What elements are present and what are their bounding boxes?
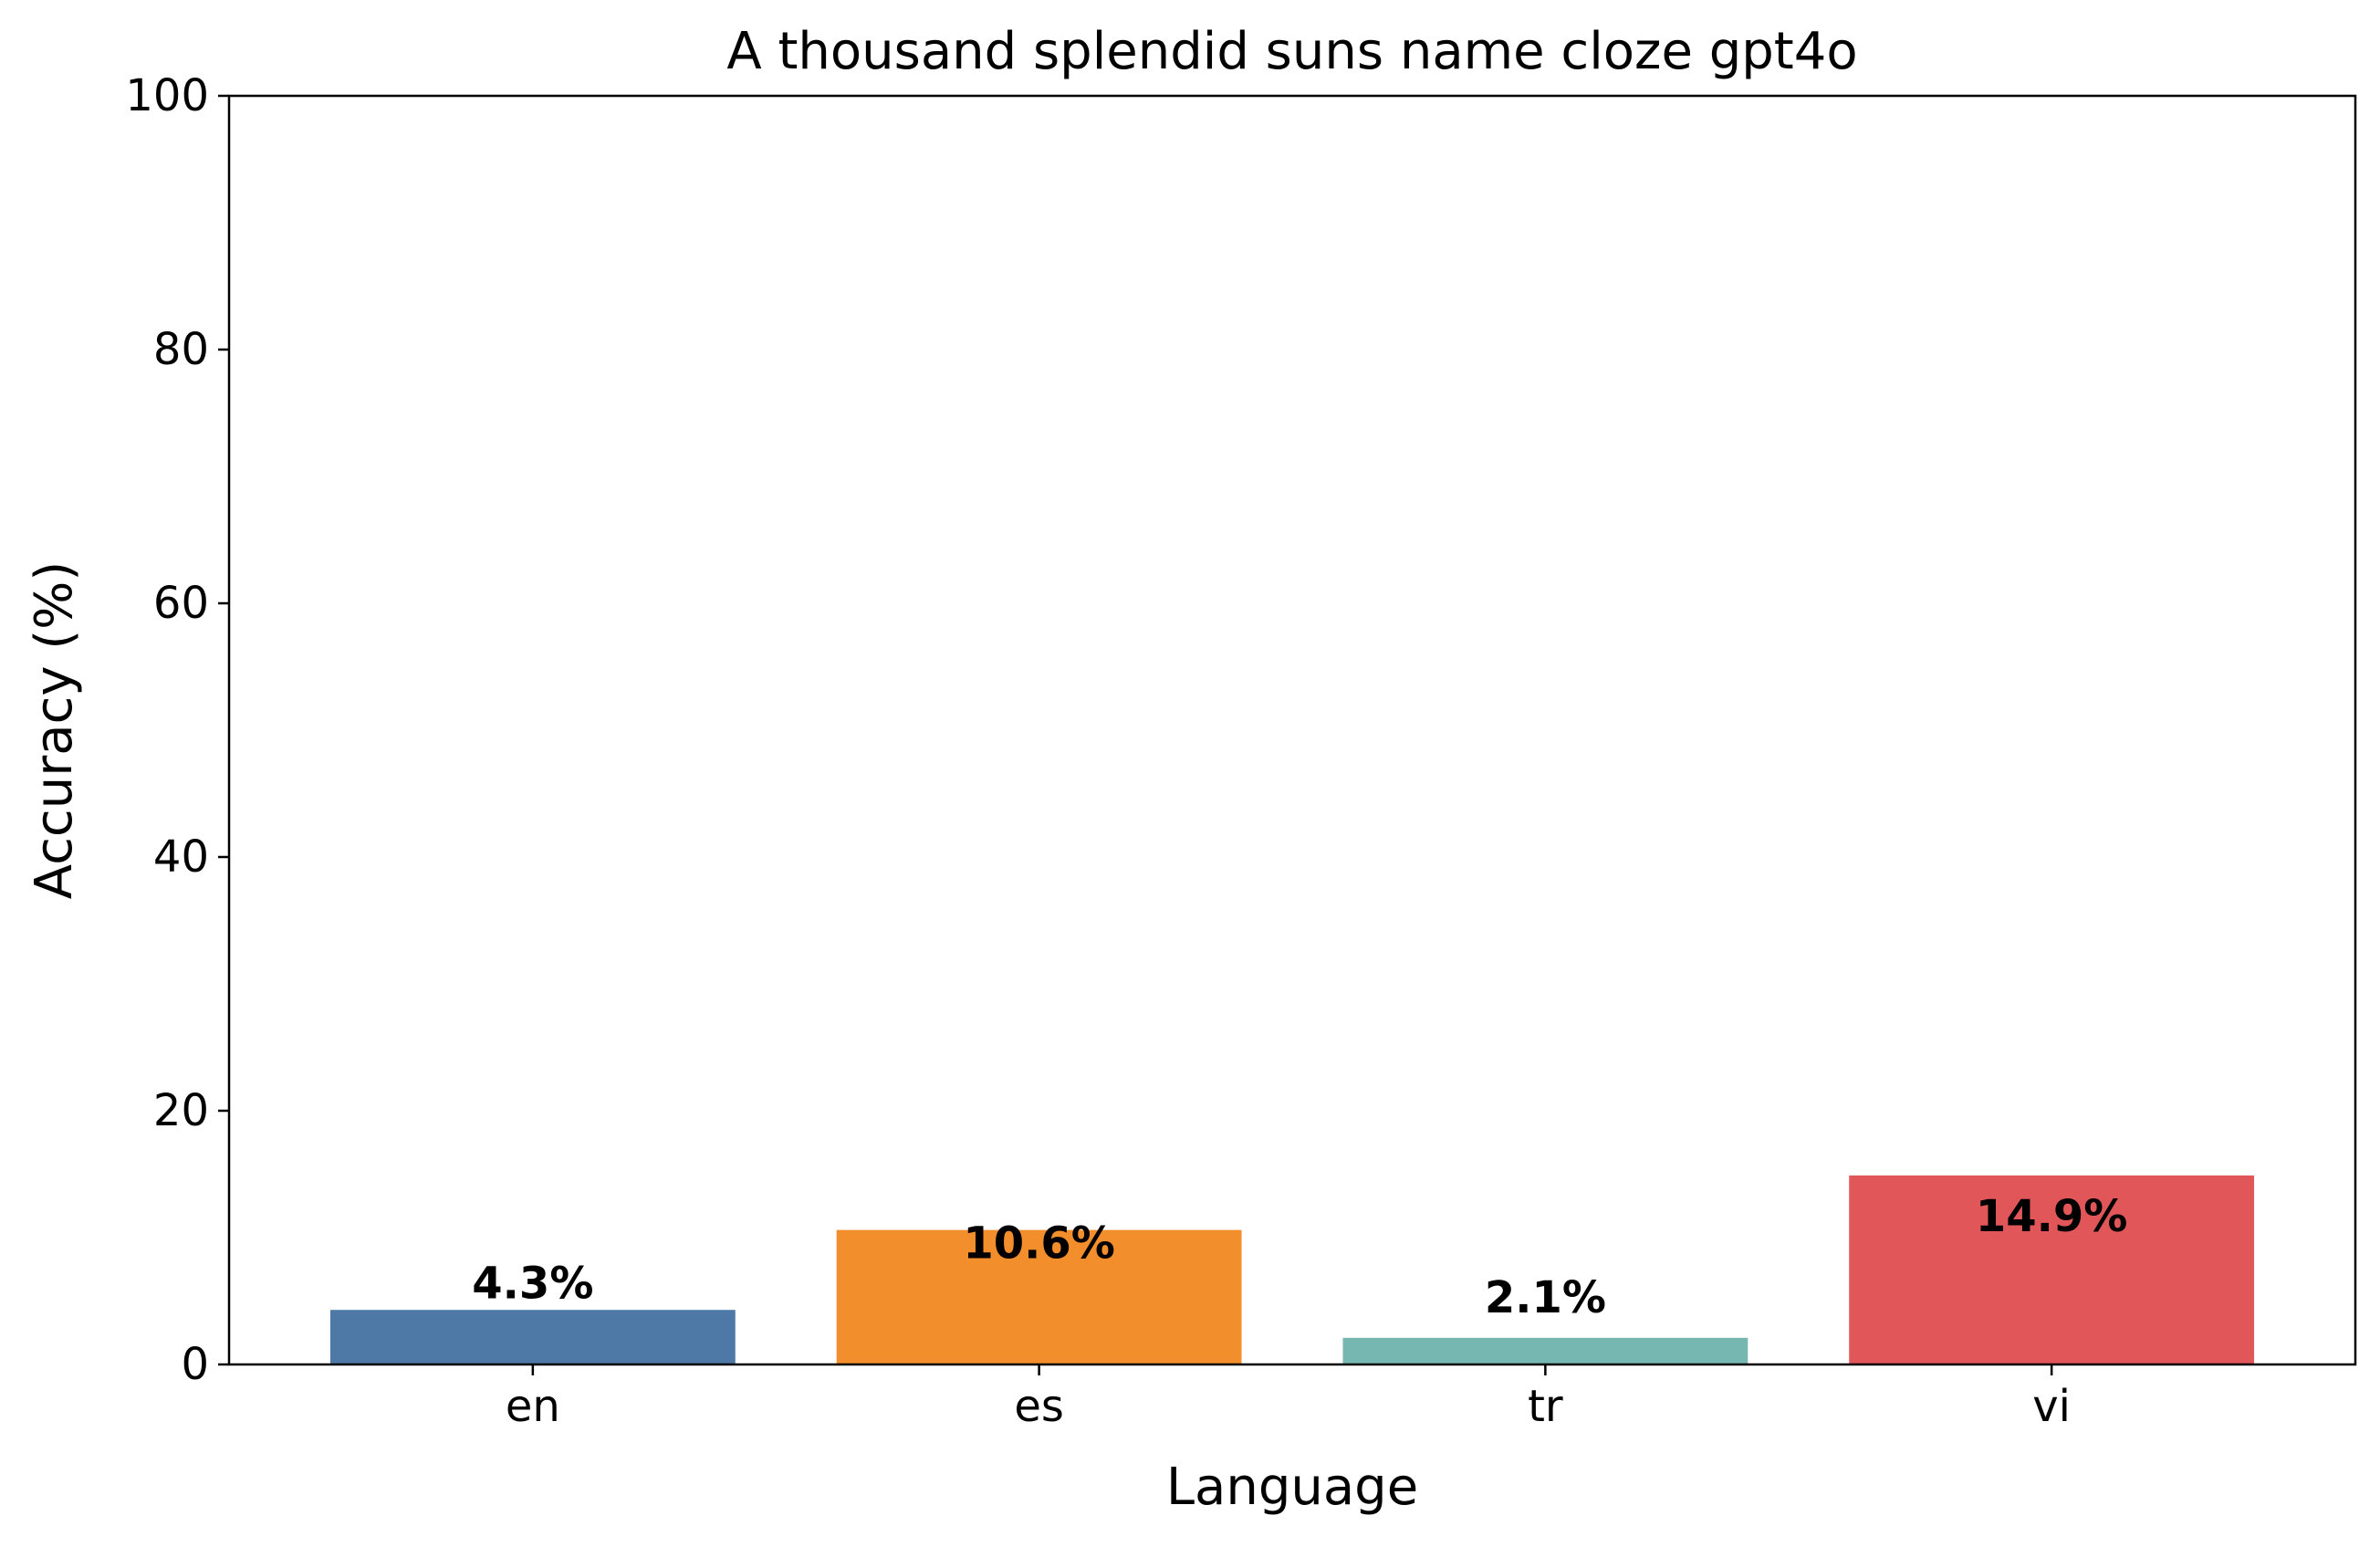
- y-axis-label: Accuracy (%): [25, 561, 84, 899]
- y-tick-label-0: 0: [181, 1339, 209, 1390]
- plot-frame: [227, 94, 2357, 1366]
- x-tick-label-en: en: [506, 1381, 560, 1432]
- x-axis-ticks: en es tr vi: [506, 1364, 2071, 1432]
- y-tick-label-40: 40: [153, 831, 209, 883]
- bars-layer: [329, 1175, 2255, 1364]
- y-tick-label-100: 100: [125, 70, 209, 121]
- x-tick-label-es: es: [1014, 1381, 1064, 1432]
- chart-title: A thousand splendid suns name cloze gpt4…: [726, 22, 1857, 81]
- x-tick-label-tr: tr: [1528, 1381, 1563, 1432]
- x-axis-label: Language: [1166, 1458, 1418, 1517]
- bar-vi: [1849, 1175, 2255, 1364]
- y-tick-label-60: 60: [153, 578, 209, 629]
- bar-value-label-vi: 14.9%: [1976, 1191, 2128, 1242]
- bar-en: [329, 1310, 736, 1364]
- bar-value-label-en: 4.3%: [472, 1259, 593, 1310]
- bar-tr: [1342, 1337, 1748, 1364]
- y-tick-label-20: 20: [153, 1085, 209, 1136]
- y-axis-ticks: 0 20 40 60 80 100: [125, 70, 229, 1390]
- bar-value-label-es: 10.6%: [963, 1218, 1115, 1270]
- y-tick-label-80: 80: [153, 324, 209, 375]
- x-tick-label-vi: vi: [2032, 1381, 2071, 1432]
- bar-es: [836, 1229, 1242, 1364]
- bar-value-label-tr: 2.1%: [1485, 1272, 1606, 1323]
- bar-labels-layer: 4.3% 10.6% 2.1% 14.9%: [472, 1191, 2127, 1323]
